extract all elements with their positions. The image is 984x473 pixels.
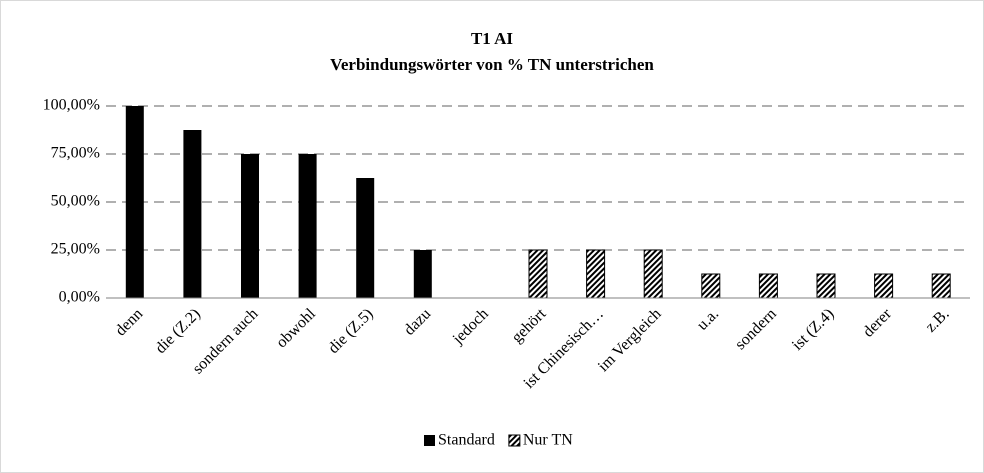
y-tick-label: 25,00%	[51, 241, 100, 258]
bar	[586, 249, 606, 299]
bar	[528, 249, 548, 299]
bar	[816, 273, 836, 299]
bar	[701, 273, 721, 299]
chart-subtitle: Verbindungswörter von % TN unterstrichen	[330, 55, 654, 74]
bar	[125, 106, 144, 298]
bar	[356, 178, 375, 298]
bar	[931, 273, 951, 299]
bar	[874, 273, 894, 299]
y-tick-label: 100,00%	[43, 97, 100, 114]
y-tick-label: 50,00%	[51, 193, 100, 210]
legend-swatch	[424, 435, 435, 446]
bar	[183, 130, 202, 298]
legend-label: Standard	[438, 432, 495, 449]
legend-swatch	[508, 434, 521, 447]
bar	[758, 273, 778, 299]
bar	[643, 249, 663, 299]
y-tick-label: 75,00%	[51, 145, 100, 162]
chart-title: T1 AI	[471, 29, 513, 48]
bar	[298, 154, 317, 298]
y-tick-label: 0,00%	[59, 289, 100, 306]
legend-label: Nur TN	[523, 432, 573, 449]
bar	[241, 154, 259, 298]
bar	[413, 250, 432, 298]
